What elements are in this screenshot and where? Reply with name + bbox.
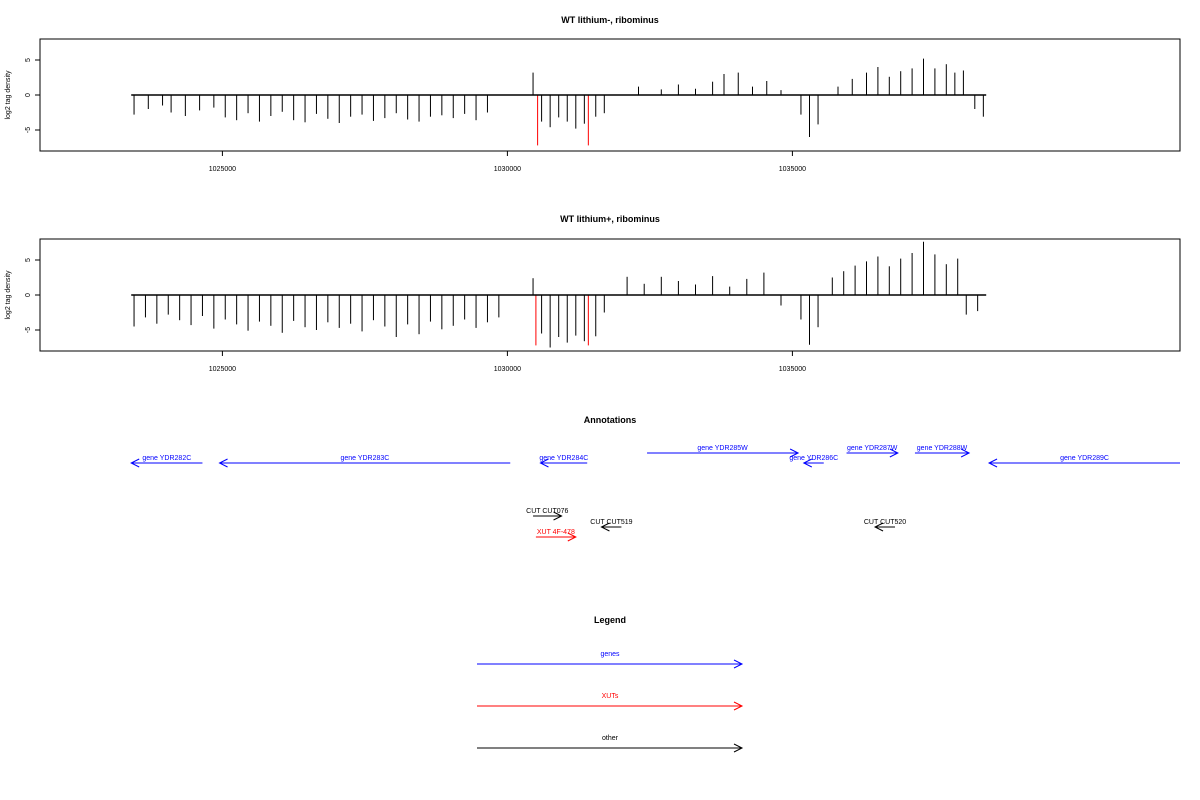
feature-label: CUT CUT520 [864,519,906,526]
x-tick-label: 1035000 [779,366,806,373]
arrow-head [789,448,800,458]
plot-title: WT lithium+, ribominus [560,214,660,224]
feature-label: gene YDR287W [847,445,898,452]
arrow-head [539,458,549,468]
arrow-head [960,448,971,458]
arrow-head [987,458,998,468]
feature-label: CUT CUT519 [590,519,632,526]
x-tick-label: 1030000 [494,166,521,173]
legend-title: Legend [594,615,626,625]
feature-label: CUT CUT076 [526,508,568,515]
feature-label: gene YDR284C [539,455,588,462]
annotation-feature: CUT CUT520 [864,519,906,532]
arrow-head [733,659,744,669]
y-axis-label: log2 tag density [5,270,12,320]
x-tick-label: 1030000 [494,366,521,373]
marks [131,58,987,146]
annotations-title: Annotations [584,415,637,425]
arrow-head [553,511,563,521]
x-tick-label: 1025000 [209,166,236,173]
marks [131,241,987,348]
annotation-feature: CUT CUT519 [590,519,633,532]
plot-title: WT lithium-, ribominus [561,15,659,25]
annotation-feature: gene YDR286C [789,455,838,468]
feature-label: XUT 4F-478 [537,529,575,536]
y-tick-label: 5 [25,58,32,62]
legend-item: XUTs [477,693,744,711]
y-tick-label: 5 [25,258,32,262]
annotation-items: gene YDR282C gene YDR283C gene YDR284C gene… [130,445,1180,542]
arrow-head [802,458,813,468]
axes: 1025000 1030000 1035000 5 0 -5 [25,258,806,373]
annotations-panel: Annotations gene YDR282C gene YDR283C gene… [130,415,1180,542]
y-tick-label: 0 [25,293,32,297]
legend-items: genes XUTs other [477,651,744,753]
annotation-feature: XUT 4F-478 [535,529,577,542]
arrow-head [600,522,610,532]
annotation-feature: gene YDR285W [647,445,800,458]
arrow-head [873,522,884,532]
feature-label: gene YDR289C [1060,455,1109,462]
arrow-head [733,701,744,711]
annotation-feature: gene YDR287W [846,445,899,458]
arrow-head [889,448,899,458]
annotation-feature: gene YDR284C [539,455,588,468]
track-plot-lithium-plus: WT lithium+, ribominus log2 tag density … [5,214,1181,373]
arrow-head [567,532,577,542]
feature-label: gene YDR286C [789,455,838,462]
arrow-head [733,743,744,753]
x-tick-label: 1035000 [779,166,806,173]
annotation-feature: gene YDR288W [914,445,971,458]
y-tick-label: -5 [25,327,32,333]
legend: Legend genes XUTs other [477,615,744,753]
legend-label: XUTs [602,693,619,700]
feature-label: gene YDR285W [697,445,748,452]
feature-label: gene YDR283C [340,455,389,462]
y-tick-label: 0 [25,93,32,97]
annotation-feature: gene YDR289C [987,455,1180,468]
x-tick-label: 1025000 [209,366,236,373]
legend-label: genes [600,651,620,658]
feature-label: gene YDR288W [917,445,968,452]
feature-label: gene YDR282C [142,455,191,462]
arrow-head [130,458,140,468]
track-plot-lithium-minus: WT lithium-, ribominus log2 tag density … [5,15,1181,173]
y-axis-label: log2 tag density [5,70,12,120]
y-tick-label: -5 [25,127,32,133]
legend-label: other [602,735,619,742]
legend-item: genes [477,651,744,669]
annotation-feature: gene YDR282C [130,455,203,468]
axes: 1025000 1030000 1035000 5 0 -5 [25,58,806,173]
legend-item: other [477,735,744,753]
annotation-feature: CUT CUT076 [526,508,569,521]
arrow-head [218,458,228,468]
annotation-feature: gene YDR283C [218,455,511,468]
